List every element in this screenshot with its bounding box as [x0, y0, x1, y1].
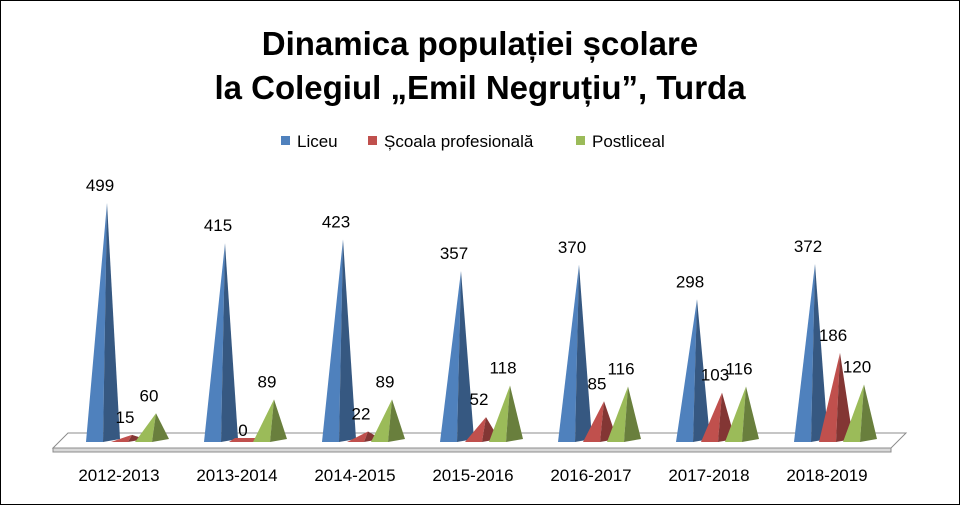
x-tick-label-2017-2018: 2017-2018 [668, 466, 749, 485]
x-tick-label-2016-2017: 2016-2017 [550, 466, 631, 485]
bar-face-right [103, 203, 120, 442]
bar-face-left [607, 386, 628, 442]
bar-face-left [558, 264, 579, 442]
bar-face-left [86, 203, 107, 442]
bar-scoala-profesionala-2012-2013 [111, 434, 145, 442]
legend-label-liceu: Liceu [297, 132, 338, 151]
bar-face-left [371, 399, 392, 442]
legend-swatch-scoala-profesionala [368, 136, 377, 145]
bar-face-left [725, 386, 746, 442]
value-label-scoala-profesionala-2015-2016: 52 [470, 390, 489, 409]
bar-face-right [388, 399, 405, 442]
bar-liceu-2016-2017 [558, 264, 592, 442]
legend-swatch-liceu [281, 136, 290, 145]
value-label-scoala-profesionala-2018-2019: 186 [819, 326, 847, 345]
bar-face-right [506, 385, 523, 442]
value-label-postliceal-2012-2013: 60 [140, 386, 159, 405]
bar-face-right [693, 299, 710, 442]
chart-legend: Liceu Școala profesională Postliceal [281, 132, 665, 151]
x-tick-label-2012-2013: 2012-2013 [78, 466, 159, 485]
x-axis-tick-labels: 2012-2013 2013-2014 2014-2015 2015-2016 2016… [78, 466, 867, 485]
bar-face-left [204, 243, 225, 442]
value-label-postliceal-2015-2016: 118 [489, 358, 516, 377]
chart-title-line-2: la Colegiul „Emil Negruțiu”, Turda [214, 69, 746, 107]
bar-liceu-2015-2016 [440, 271, 474, 442]
bar-face-right [339, 239, 356, 442]
bar-face-left [843, 384, 864, 442]
legend-swatch-postliceal [576, 136, 585, 145]
bar-face-left [676, 299, 697, 442]
bar-face-right [128, 434, 145, 442]
bar-face-left [440, 271, 461, 442]
bar-liceu-2018-2019 [794, 263, 828, 442]
x-tick-label-2018-2019: 2018-2019 [786, 466, 867, 485]
legend-label-postliceal: Postliceal [592, 132, 665, 151]
value-label-liceu-2016-2017: 370 [558, 238, 586, 257]
bar-postliceal-2017-2018 [725, 386, 759, 442]
bar-face-right [811, 263, 828, 442]
bar-face-right [836, 352, 853, 442]
bar-face-right [624, 386, 641, 442]
value-label-postliceal-2017-2018: 116 [725, 359, 752, 378]
bar-face-left [819, 352, 840, 442]
bar-face-right [860, 384, 877, 442]
bar-face-left [465, 417, 486, 442]
bar-scoala-profesionala-2018-2019 [819, 352, 853, 442]
value-label-scoala-profesionala-2017-2018: 103 [701, 366, 729, 385]
bar-face-left [322, 239, 343, 442]
bar-face-left [111, 434, 132, 442]
bar-face-left [701, 392, 722, 442]
bar-postliceal-2013-2014 [253, 399, 287, 442]
bar-postliceal-2015-2016 [489, 385, 523, 442]
value-label-liceu-2018-2019: 372 [794, 237, 822, 256]
value-label-liceu-2012-2013: 499 [86, 176, 114, 195]
bar-face-right [152, 413, 169, 442]
bar-postliceal-2018-2019 [843, 384, 877, 442]
bar-liceu-2014-2015 [322, 239, 356, 442]
value-label-liceu-2013-2014: 415 [204, 216, 232, 235]
bar-postliceal-2014-2015 [371, 399, 405, 442]
bar-liceu-2017-2018 [676, 299, 710, 442]
x-tick-label-2015-2016: 2015-2016 [432, 466, 513, 485]
x-tick-label-2013-2014: 2013-2014 [196, 466, 277, 485]
chart-title-line-1: Dinamica populației școlare [262, 25, 698, 63]
bar-liceu-2013-2014 [204, 243, 238, 442]
bar-face-right [742, 386, 759, 442]
value-label-postliceal-2013-2014: 89 [258, 372, 277, 391]
value-label-scoala-profesionala-2016-2017: 85 [588, 374, 607, 393]
bar-liceu-2012-2013 [86, 203, 120, 442]
value-label-scoala-profesionala-2012-2013: 15 [116, 408, 135, 427]
value-label-scoala-profesionala-2013-2014: 0 [238, 421, 247, 440]
value-label-liceu-2015-2016: 357 [440, 244, 468, 263]
value-label-scoala-profesionala-2014-2015: 22 [352, 404, 371, 423]
bar-postliceal-2016-2017 [607, 386, 641, 442]
value-label-postliceal-2018-2019: 120 [843, 358, 871, 377]
bar-face-left [583, 401, 604, 442]
bar-face-right [575, 264, 592, 442]
bar-postliceal-2012-2013 [135, 413, 169, 442]
x-tick-label-2014-2015: 2014-2015 [314, 466, 395, 485]
bar-face-left [347, 431, 368, 442]
plot-marks: 4991560415089423228935752118370851162981… [86, 176, 877, 442]
bar-face-right [270, 399, 287, 442]
bar-face-left [253, 399, 274, 442]
bar-face-left [135, 413, 156, 442]
value-label-postliceal-2014-2015: 89 [376, 372, 395, 391]
bar-face-right [457, 271, 474, 442]
value-label-liceu-2014-2015: 423 [322, 212, 350, 231]
floor-edge [52, 447, 892, 453]
legend-label-scoala-profesionala: Școala profesională [384, 132, 534, 151]
bar-face-left [794, 263, 815, 442]
value-label-liceu-2017-2018: 298 [676, 272, 704, 291]
value-label-postliceal-2016-2017: 116 [607, 359, 634, 378]
bar-face-left [489, 385, 510, 442]
bar-face-right [221, 243, 238, 442]
